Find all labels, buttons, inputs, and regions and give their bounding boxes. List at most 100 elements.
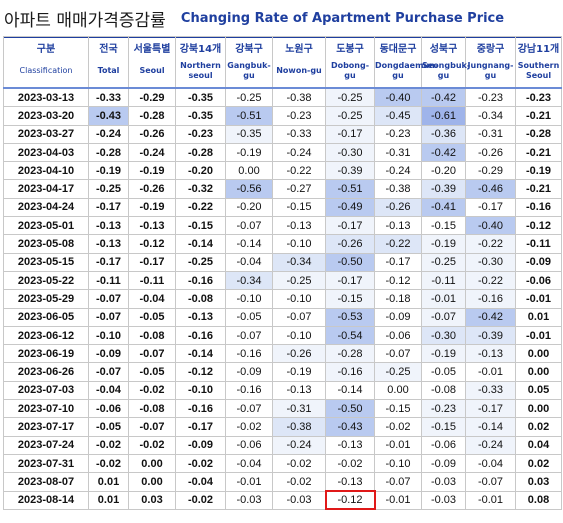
- table-cell: -0.24: [128, 142, 176, 163]
- table-cell: -0.31: [374, 142, 422, 163]
- table-cell: -0.13: [325, 435, 375, 455]
- table-cell: -0.51: [325, 179, 375, 199]
- table-cell: -0.24: [272, 142, 326, 163]
- table-cell: 0.01: [515, 307, 562, 327]
- table-cell: -0.22: [465, 234, 516, 254]
- column-header-english: Jungnang-gu: [465, 55, 516, 89]
- column-header-english: Southern Seoul: [515, 55, 562, 89]
- table-cell: 0.04: [515, 435, 562, 455]
- table-cell: -0.29: [128, 87, 176, 108]
- table-cell: -0.02: [175, 490, 226, 510]
- row-date: 2023-08-07: [3, 472, 89, 492]
- table-cell: -0.17: [325, 270, 375, 291]
- table-cell: -0.25: [325, 106, 375, 126]
- table-cell: -0.30: [465, 252, 516, 272]
- table-cell: -0.50: [325, 399, 375, 419]
- table-cell: -0.06: [515, 270, 562, 291]
- table-cell: -0.06: [421, 435, 466, 455]
- table-cell: -0.02: [374, 417, 422, 437]
- table-cell: -0.16: [225, 344, 273, 364]
- table-row: 2023-05-01 -0.13 -0.13 -0.15 -0.07 -0.13 -0.17…: [3, 216, 562, 236]
- table-cell: -0.11: [128, 270, 176, 291]
- table-cell: 0.00: [515, 362, 562, 382]
- table-cell: -0.53: [325, 307, 375, 327]
- row-date: 2023-07-10: [3, 399, 89, 419]
- table-cell: -0.07: [128, 344, 176, 364]
- table-cell: -0.23: [272, 106, 326, 126]
- table-cell: -0.01: [421, 289, 466, 309]
- table-cell: -0.02: [88, 435, 129, 455]
- table-cell: -0.26: [128, 179, 176, 199]
- table-cell: -0.10: [272, 289, 326, 309]
- table-cell: -0.30: [325, 142, 375, 163]
- table-cell: -0.19: [88, 161, 129, 181]
- table-cell: -0.08: [128, 399, 176, 419]
- table-cell: -0.06: [88, 399, 129, 419]
- row-date: 2023-06-05: [3, 307, 89, 327]
- row-date: 2023-03-20: [3, 106, 89, 126]
- table-cell: -0.54: [325, 325, 375, 346]
- table-row: 2023-07-03 -0.04 -0.02 -0.10 -0.16 -0.13 -0.14…: [3, 380, 562, 401]
- table-cell: -0.17: [175, 417, 226, 437]
- table-cell: -0.07: [374, 472, 422, 492]
- table-cell: -0.23: [421, 399, 466, 419]
- row-date: 2023-03-13: [3, 87, 89, 108]
- table-cell: -0.17: [88, 197, 129, 218]
- table-cell: 0.08: [515, 490, 562, 510]
- column-header-english: Dobong-gu: [325, 55, 375, 89]
- table-cell: -0.34: [465, 106, 516, 126]
- table-cell: -0.33: [88, 87, 129, 108]
- table-cell: -0.28: [325, 344, 375, 364]
- table-cell: -0.14: [225, 234, 273, 254]
- table-cell: -0.04: [175, 472, 226, 492]
- table-cell: -0.17: [128, 252, 176, 272]
- table-row: 2023-07-31 -0.02 0.00 -0.02 -0.04 -0.02 -0.02-…: [3, 453, 562, 474]
- table-row: 2023-06-26 -0.07 -0.05 -0.12 -0.09 -0.19 -0.16…: [3, 362, 562, 382]
- row-date: 2023-03-27: [3, 124, 89, 144]
- table-cell: -0.25: [272, 270, 326, 291]
- row-date: 2023-04-03: [3, 142, 89, 163]
- table-cell: -0.07: [225, 325, 273, 346]
- table-cell: -0.19: [421, 344, 466, 364]
- table-cell: -0.09: [175, 435, 226, 455]
- title-english: Changing Rate of Apartment Purchase Pric…: [180, 11, 505, 26]
- table-cell: -0.16: [465, 289, 516, 309]
- table-cell: -0.38: [272, 87, 326, 108]
- table-cell: -0.32: [175, 179, 226, 199]
- table-cell: -0.15: [325, 289, 375, 309]
- row-date: 2023-04-17: [3, 179, 89, 199]
- table-cell: -0.38: [272, 417, 326, 437]
- table-row: 2023-06-05 -0.07 -0.05 -0.13 -0.05 -0.07 -0.53…: [3, 307, 562, 327]
- table-cell: 0.00: [128, 472, 176, 492]
- table-cell: -0.16: [175, 325, 226, 346]
- table-cell: -0.35: [175, 106, 226, 126]
- table-cell: -0.17: [374, 252, 422, 272]
- table-cell: -0.43: [325, 417, 375, 437]
- row-date: 2023-07-03: [3, 380, 89, 401]
- row-date: 2023-04-10: [3, 161, 89, 181]
- table-cell: -0.56: [225, 179, 273, 199]
- table-cell: -0.09: [421, 453, 466, 474]
- table-cell: -0.02: [88, 453, 129, 474]
- table-cell: -0.30: [421, 325, 466, 346]
- table-cell: -0.26: [465, 142, 516, 163]
- table-cell: -0.19: [128, 197, 176, 218]
- table-cell: -0.04: [128, 289, 176, 309]
- table-cell: -0.16: [325, 362, 375, 382]
- table-cell: -0.12: [175, 362, 226, 382]
- table-cell: -0.08: [128, 325, 176, 346]
- table-cell: -0.24: [465, 435, 516, 455]
- table-row: 2023-05-08 -0.13 -0.12 -0.14 -0.14 -0.10 -0.26…: [3, 234, 562, 254]
- table-cell: -0.19: [272, 362, 326, 382]
- table-cell: -0.07: [374, 344, 422, 364]
- row-date: 2023-05-22: [3, 270, 89, 291]
- table-cell: -0.35: [175, 87, 226, 108]
- column-header-korean: 강북구: [225, 36, 273, 55]
- table-cell: -0.12: [515, 216, 562, 236]
- column-header-english: Dongdaemun-gu: [374, 55, 438, 89]
- table-cell: -0.02: [272, 472, 326, 492]
- table-cell: -0.09: [515, 252, 562, 272]
- table-cell: -0.11: [88, 270, 129, 291]
- table-cell: -0.06: [374, 325, 422, 346]
- table-cell: -0.10: [272, 325, 326, 346]
